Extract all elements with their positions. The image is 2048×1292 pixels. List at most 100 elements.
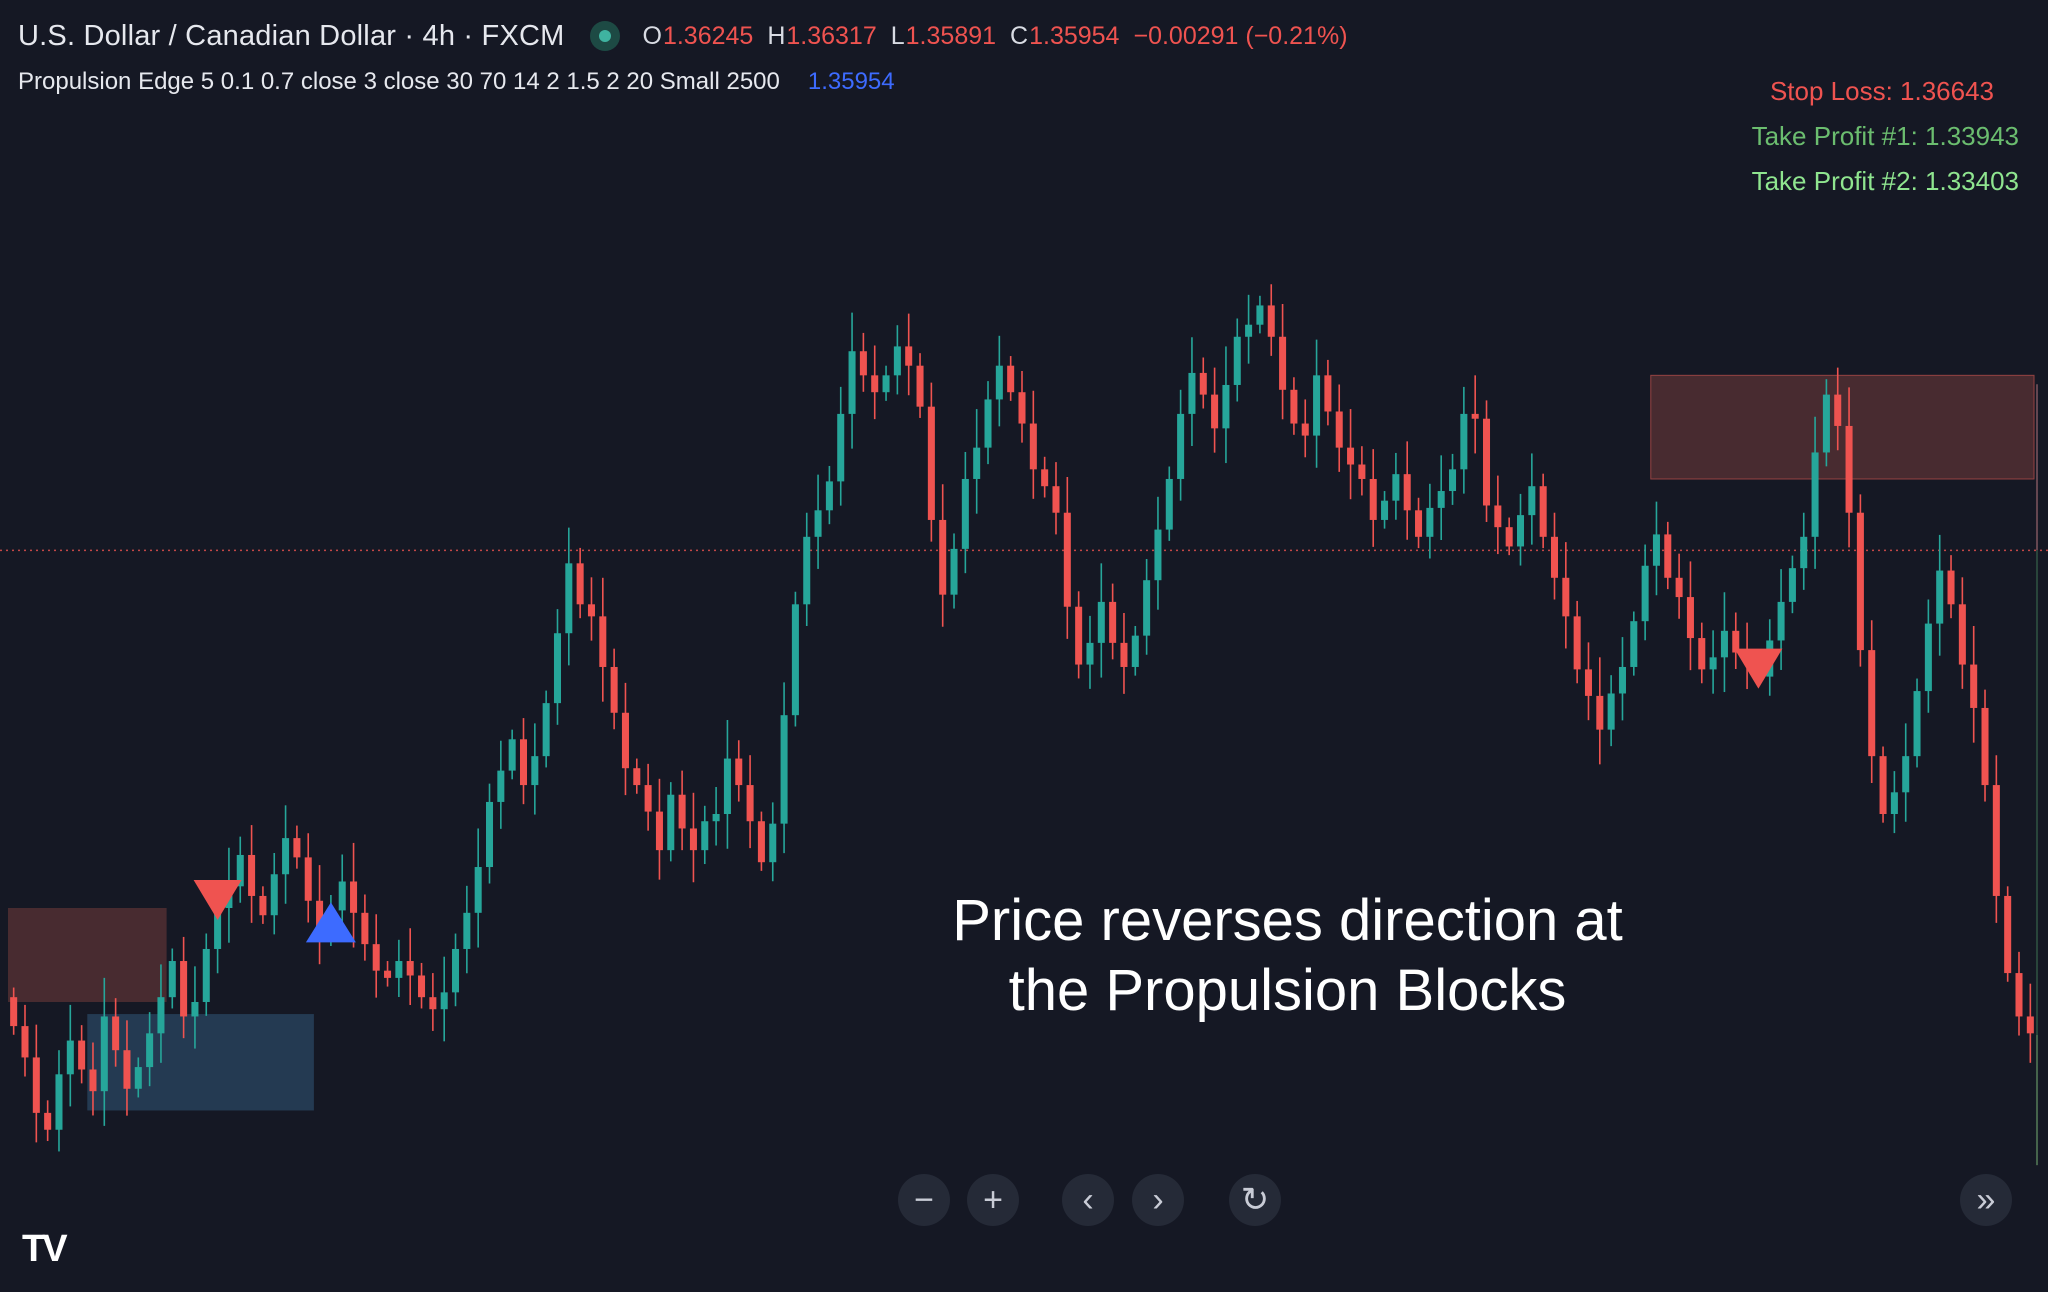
open-value: 1.36245 xyxy=(662,21,754,50)
candle-body xyxy=(21,1026,29,1058)
candle-body xyxy=(1301,423,1309,436)
candle-body xyxy=(1437,491,1445,508)
symbol-title[interactable]: U.S. Dollar / Canadian Dollar · 4h · FXC… xyxy=(18,19,565,52)
indicator-label[interactable]: Propulsion Edge 5 0.1 0.7 close 3 close … xyxy=(18,68,780,95)
candle-body xyxy=(746,785,754,822)
buy-signal-icon xyxy=(305,902,356,943)
candle-body xyxy=(769,823,777,863)
candle-body xyxy=(180,961,188,1017)
candle-body xyxy=(553,633,561,704)
candle-body xyxy=(10,997,18,1027)
reset-chart-button[interactable]: ↻ xyxy=(1229,1174,1281,1226)
candle-body xyxy=(1086,642,1094,665)
candle-body xyxy=(995,365,1003,400)
candle-body xyxy=(565,563,573,634)
candle-body xyxy=(1415,510,1423,537)
candle-body xyxy=(66,1040,74,1075)
candle-body xyxy=(406,961,414,976)
candle-body xyxy=(1607,693,1615,730)
annotation-text: Price reverses direction at the Propulsi… xyxy=(900,886,1675,1026)
candle-body xyxy=(621,712,629,769)
candle-body xyxy=(859,351,867,376)
tradingview-logo-icon[interactable]: TV xyxy=(22,1228,68,1270)
candle-body xyxy=(384,970,392,978)
candle-body xyxy=(757,821,765,863)
candle-body xyxy=(236,854,244,887)
candle-body xyxy=(1913,691,1921,757)
bearish-block-right xyxy=(1650,374,2035,480)
sell-signal-icon xyxy=(1734,648,1783,689)
candle-body xyxy=(576,563,584,605)
zoom-in-button[interactable]: + xyxy=(967,1174,1019,1226)
zoom-out-button[interactable]: − xyxy=(898,1174,950,1226)
candle-body xyxy=(916,365,924,407)
candle-body xyxy=(871,375,879,393)
candle-body xyxy=(893,346,901,376)
candle-body xyxy=(1641,565,1649,622)
candle-body xyxy=(1199,372,1207,395)
ohlc-low: L1.35891 xyxy=(891,22,996,51)
candle-body xyxy=(1528,486,1536,516)
candle-body xyxy=(735,758,743,786)
candle-body xyxy=(134,1067,142,1089)
candle-body xyxy=(1245,324,1253,337)
indicator-value: 1.35954 xyxy=(807,68,895,95)
candle-body xyxy=(1052,486,1060,513)
candle-body xyxy=(780,715,788,824)
candle-body xyxy=(1131,635,1139,667)
candle-body xyxy=(1573,616,1581,670)
candle-body xyxy=(1698,638,1706,670)
bullish-block-left xyxy=(87,1014,314,1111)
take-profit-2-zone xyxy=(2036,1035,2038,1166)
candle-body xyxy=(599,616,607,667)
candle-body xyxy=(1233,336,1241,385)
candle-body xyxy=(1947,570,1955,605)
candle-body xyxy=(791,604,799,716)
candle-body xyxy=(474,867,482,913)
candle-body xyxy=(1403,474,1411,511)
candle-body xyxy=(1381,500,1389,520)
candle-body xyxy=(984,399,992,448)
candle-body xyxy=(202,948,210,1002)
low-value: 1.35891 xyxy=(905,21,997,50)
candle-body xyxy=(1267,305,1275,337)
candle-body xyxy=(519,739,528,786)
candle-body xyxy=(1029,423,1037,470)
candle-body xyxy=(1879,756,1887,814)
indicator-legend[interactable]: Propulsion Edge 5 0.1 0.7 close 3 close … xyxy=(18,64,895,100)
candle-body xyxy=(429,997,437,1010)
candle-body xyxy=(259,895,267,916)
candle-body xyxy=(1279,336,1287,390)
annotation-line-1: Price reverses direction at xyxy=(952,888,1623,953)
bearish-block-left xyxy=(8,908,167,1002)
ohlc-open: O1.36245 xyxy=(642,22,753,51)
candle-body xyxy=(1358,464,1366,479)
scroll-right-button[interactable]: › xyxy=(1132,1174,1184,1226)
candle-body xyxy=(1800,536,1808,569)
candle-body xyxy=(440,992,448,1010)
scroll-left-button[interactable]: ‹ xyxy=(1062,1174,1114,1226)
price-change: −0.00291 (−0.21%) xyxy=(1133,21,1348,50)
candle-body xyxy=(1924,623,1932,692)
ohlc-high: H1.36317 xyxy=(767,22,876,51)
candle-body xyxy=(712,814,720,822)
candle-body xyxy=(452,948,460,993)
candle-body xyxy=(304,857,312,901)
candle-body xyxy=(1720,630,1728,658)
candle-body xyxy=(1539,486,1547,537)
candle-body xyxy=(531,756,539,786)
candle-body xyxy=(1709,657,1717,670)
candle-body xyxy=(1958,604,1966,665)
candle-body xyxy=(973,447,981,479)
close-value: 1.35954 xyxy=(1029,21,1120,50)
low-label: L xyxy=(890,21,905,50)
go-to-latest-button[interactable]: » xyxy=(1960,1174,2012,1226)
candle-body xyxy=(1822,394,1830,453)
candle-body xyxy=(610,666,618,713)
candle-body xyxy=(293,838,301,858)
candle-body xyxy=(905,346,913,366)
candle-body xyxy=(1550,536,1559,578)
candle-body xyxy=(1063,512,1071,607)
